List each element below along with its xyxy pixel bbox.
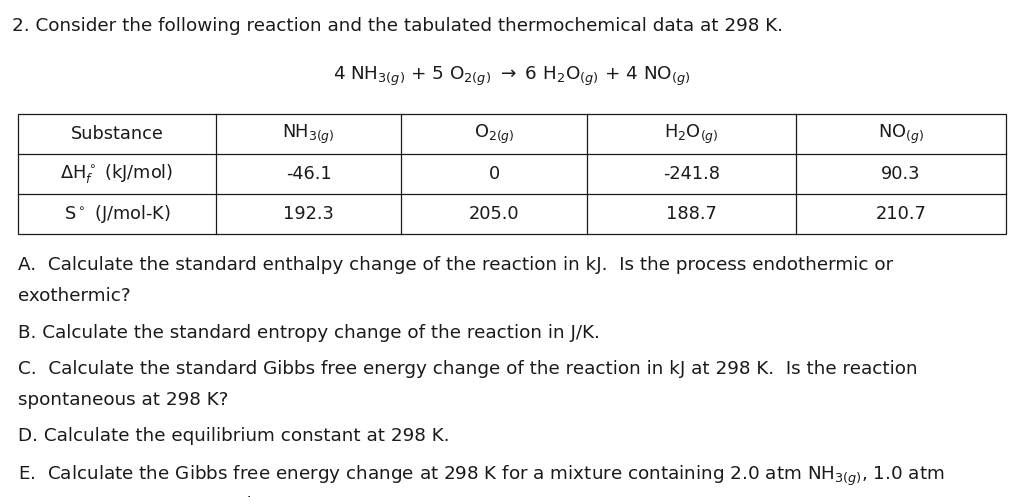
Text: H$_2$O$_{(g)}$: H$_2$O$_{(g)}$ (665, 123, 719, 146)
Text: 205.0: 205.0 (469, 205, 519, 223)
Text: 210.7: 210.7 (876, 205, 927, 223)
Text: -46.1: -46.1 (286, 165, 332, 183)
Text: C.  Calculate the standard Gibbs free energy change of the reaction in kJ at 298: C. Calculate the standard Gibbs free ene… (18, 360, 919, 378)
Text: $\Delta$H$^\circ_f$ (kJ/mol): $\Delta$H$^\circ_f$ (kJ/mol) (60, 163, 174, 185)
Text: Substance: Substance (71, 125, 164, 143)
Text: 2. Consider the following reaction and the tabulated thermochemical data at 298 : 2. Consider the following reaction and t… (12, 17, 783, 35)
Text: NO$_{(g)}$: NO$_{(g)}$ (878, 123, 924, 146)
Bar (18, 114, 1006, 234)
Text: 0: 0 (488, 165, 500, 183)
Text: 90.3: 90.3 (882, 165, 921, 183)
Text: NH$_{3(g)}$: NH$_{3(g)}$ (283, 123, 335, 146)
Text: spontaneous at 298 K?: spontaneous at 298 K? (18, 391, 228, 409)
Text: -241.8: -241.8 (664, 165, 720, 183)
Text: O$_{2(g)}$, 1.5 atm H$_2$O$_{(g)}$, and 1.2 atm NO$_{(g)}$.: O$_{2(g)}$, 1.5 atm H$_2$O$_{(g)}$, and … (18, 495, 386, 497)
Text: E.  Calculate the Gibbs free energy change at 298 K for a mixture containing 2.0: E. Calculate the Gibbs free energy chang… (18, 464, 945, 488)
Text: 188.7: 188.7 (667, 205, 717, 223)
Text: 4 NH$_{3(g)}$ + 5 O$_{2(g)}$ $\rightarrow$ 6 H$_2$O$_{(g)}$ + 4 NO$_{(g)}$: 4 NH$_{3(g)}$ + 5 O$_{2(g)}$ $\rightarro… (333, 65, 691, 88)
Text: D. Calculate the equilibrium constant at 298 K.: D. Calculate the equilibrium constant at… (18, 427, 450, 445)
Text: exothermic?: exothermic? (18, 287, 131, 305)
Text: O$_{2(g)}$: O$_{2(g)}$ (474, 123, 514, 146)
Text: A.  Calculate the standard enthalpy change of the reaction in kJ.  Is the proces: A. Calculate the standard enthalpy chang… (18, 256, 894, 274)
Text: 192.3: 192.3 (284, 205, 334, 223)
Text: S$^\circ$ (J/mol-K): S$^\circ$ (J/mol-K) (63, 203, 171, 225)
Text: B. Calculate the standard entropy change of the reaction in J/K.: B. Calculate the standard entropy change… (18, 324, 600, 341)
